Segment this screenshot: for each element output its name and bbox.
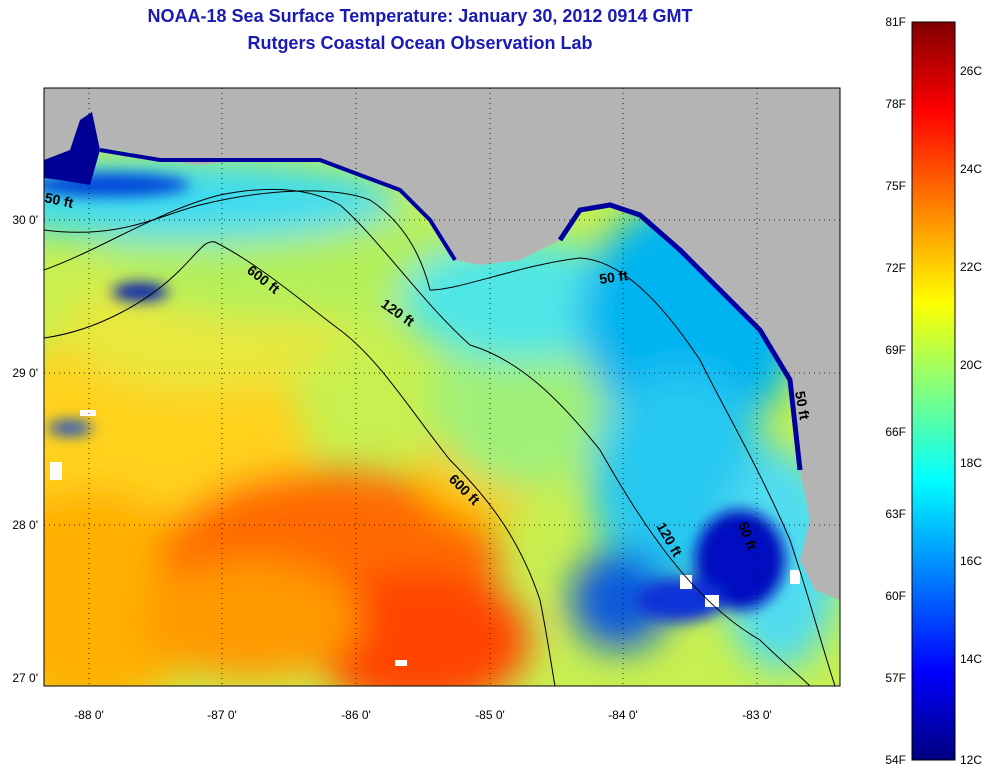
colorbar-f-label: 75F xyxy=(885,179,906,193)
contour-label: 50 ft xyxy=(792,390,813,421)
colorbar-c-label: 22C xyxy=(960,260,982,274)
colorbar-f-label: 57F xyxy=(885,671,906,685)
lon-label: -83 0' xyxy=(742,708,772,722)
colorbar-c-label: 12C xyxy=(960,753,982,767)
contour-label: 50 ft xyxy=(598,267,629,287)
contour-120ft xyxy=(44,188,811,686)
longitude-labels: -88 0' -87 0' -86 0' -85 0' -84 0' -83 0… xyxy=(74,708,772,722)
colorbar-c-label: 26C xyxy=(960,64,982,78)
plot-frame xyxy=(43,87,841,687)
sst-field xyxy=(44,88,840,686)
colorbar: 81F 78F 75F 72F 69F 66F 63F 60F 57F 54F … xyxy=(885,15,982,767)
map-title: NOAA-18 Sea Surface Temperature: January… xyxy=(147,6,693,26)
colorbar-c-label: 16C xyxy=(960,554,982,568)
lon-label: -88 0' xyxy=(74,708,104,722)
lat-label: 29 0' xyxy=(12,366,38,380)
colorbar-c-label: 20C xyxy=(960,358,982,372)
colorbar-gradient xyxy=(911,21,956,761)
lat-label: 28 0' xyxy=(12,518,38,532)
colorbar-f-label: 81F xyxy=(885,15,906,29)
colorbar-f-label: 69F xyxy=(885,343,906,357)
map-subtitle: Rutgers Coastal Ocean Observation Lab xyxy=(247,33,593,53)
lon-label: -87 0' xyxy=(207,708,237,722)
lon-label: -84 0' xyxy=(608,708,638,722)
latitude-labels: 30 0' 29 0' 28 0' 27 0' xyxy=(12,213,38,685)
lat-label: 27 0' xyxy=(12,671,38,685)
colorbar-f-label: 78F xyxy=(885,97,906,111)
contour-label: 50 ft xyxy=(43,189,75,211)
lon-label: -86 0' xyxy=(341,708,371,722)
colorbar-c-label: 18C xyxy=(960,456,982,470)
lon-label: -85 0' xyxy=(475,708,505,722)
land-mass xyxy=(44,88,840,540)
colorbar-f-label: 54F xyxy=(885,753,906,767)
colorbar-c-label: 24C xyxy=(960,162,982,176)
contour-600ft xyxy=(44,241,556,686)
colorbar-f-label: 60F xyxy=(885,589,906,603)
colorbar-c-label: 14C xyxy=(960,652,982,666)
colorbar-f-label: 72F xyxy=(885,261,906,275)
contour-50ft-west xyxy=(44,190,836,686)
colorbar-f-label: 66F xyxy=(885,425,906,439)
lat-label: 30 0' xyxy=(12,213,38,227)
colorbar-f-label: 63F xyxy=(885,507,906,521)
